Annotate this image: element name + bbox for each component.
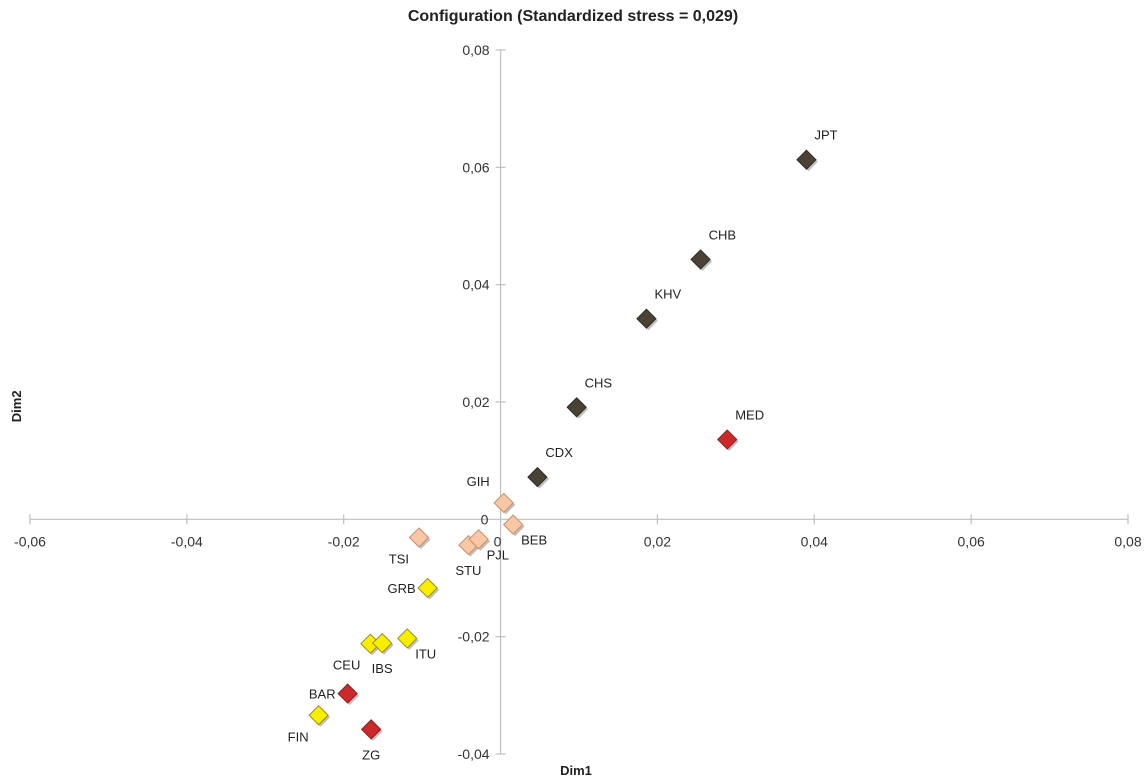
point-marker-fin — [308, 705, 329, 726]
point-marker-chb — [690, 249, 711, 270]
point-label-jpt: JPT — [814, 128, 837, 143]
y-tick-label: 0,06 — [462, 159, 489, 175]
point-marker-med — [717, 429, 738, 450]
point-label-beb: BEB — [521, 533, 547, 548]
point-label-tsi: TSI — [389, 552, 409, 567]
point-label-khv: KHV — [654, 287, 681, 302]
x-tick-label: -0,02 — [328, 533, 360, 549]
point-marker-cdx — [527, 466, 548, 488]
point-marker-khv — [636, 308, 657, 329]
x-tick-label: -0,04 — [171, 533, 203, 549]
x-tick-label: 0,04 — [801, 533, 828, 549]
y-tick-label: -0,04 — [458, 746, 490, 762]
point-marker-ibs — [371, 632, 393, 654]
point-label-ceu: CEU — [333, 658, 360, 673]
point-label-med: MED — [735, 408, 764, 423]
y-tick-label: -0,02 — [458, 629, 490, 645]
y-axis-title: Dim2 — [9, 390, 24, 422]
point-marker-bar — [337, 683, 358, 704]
point-marker-zg — [360, 719, 382, 740]
y-tick-label: 0,08 — [462, 42, 489, 58]
point-label-chs: CHS — [585, 375, 613, 390]
point-label-chb: CHB — [709, 227, 736, 242]
point-marker-itu — [397, 628, 418, 649]
tick-labels: -0,06 -0,04 -0,02 0,02 0,04 0,06 0,08 0,08 0,06 0… — [14, 42, 1142, 762]
point-label-pjl: PJL — [487, 547, 509, 562]
point-label-grb: GRB — [387, 581, 415, 596]
point-label-itu: ITU — [415, 646, 436, 661]
point-marker-pjl — [468, 529, 489, 550]
point-marker-jpt — [796, 149, 817, 170]
point-marker-gih — [493, 492, 514, 514]
point-label-gih: GIH — [467, 474, 490, 489]
y-tick-label: 0,04 — [462, 277, 489, 293]
axes — [29, 49, 1129, 755]
point-label-ibs: IBS — [372, 661, 393, 676]
y-tick-label: 0,02 — [462, 394, 489, 410]
data-points — [308, 149, 818, 741]
point-marker-grb — [417, 577, 438, 599]
x-tick-label: 0,02 — [644, 533, 671, 549]
x-tick-label: 0,06 — [958, 533, 985, 549]
point-labels: JPT CHB KHV CHS CDX MED GIH BEB TSI STU PJL GRB CEU I… — [288, 128, 838, 763]
point-marker-chs — [566, 397, 587, 418]
chart-title: Configuration (Standardized stress = 0,0… — [408, 8, 738, 25]
x-tick-label: -0,06 — [14, 533, 46, 549]
x-axis-title: Dim1 — [560, 763, 592, 778]
y-origin-label: 0 — [481, 511, 489, 527]
x-tick-label: 0,08 — [1114, 533, 1141, 549]
point-label-stu: STU — [455, 563, 481, 578]
point-label-zg: ZG — [362, 747, 380, 762]
point-marker-tsi — [408, 527, 430, 548]
point-label-fin: FIN — [288, 729, 309, 744]
point-label-bar: BAR — [309, 687, 336, 702]
x-origin-label: 0 — [494, 533, 502, 549]
point-marker-beb — [502, 514, 524, 535]
point-label-cdx: CDX — [545, 445, 573, 460]
